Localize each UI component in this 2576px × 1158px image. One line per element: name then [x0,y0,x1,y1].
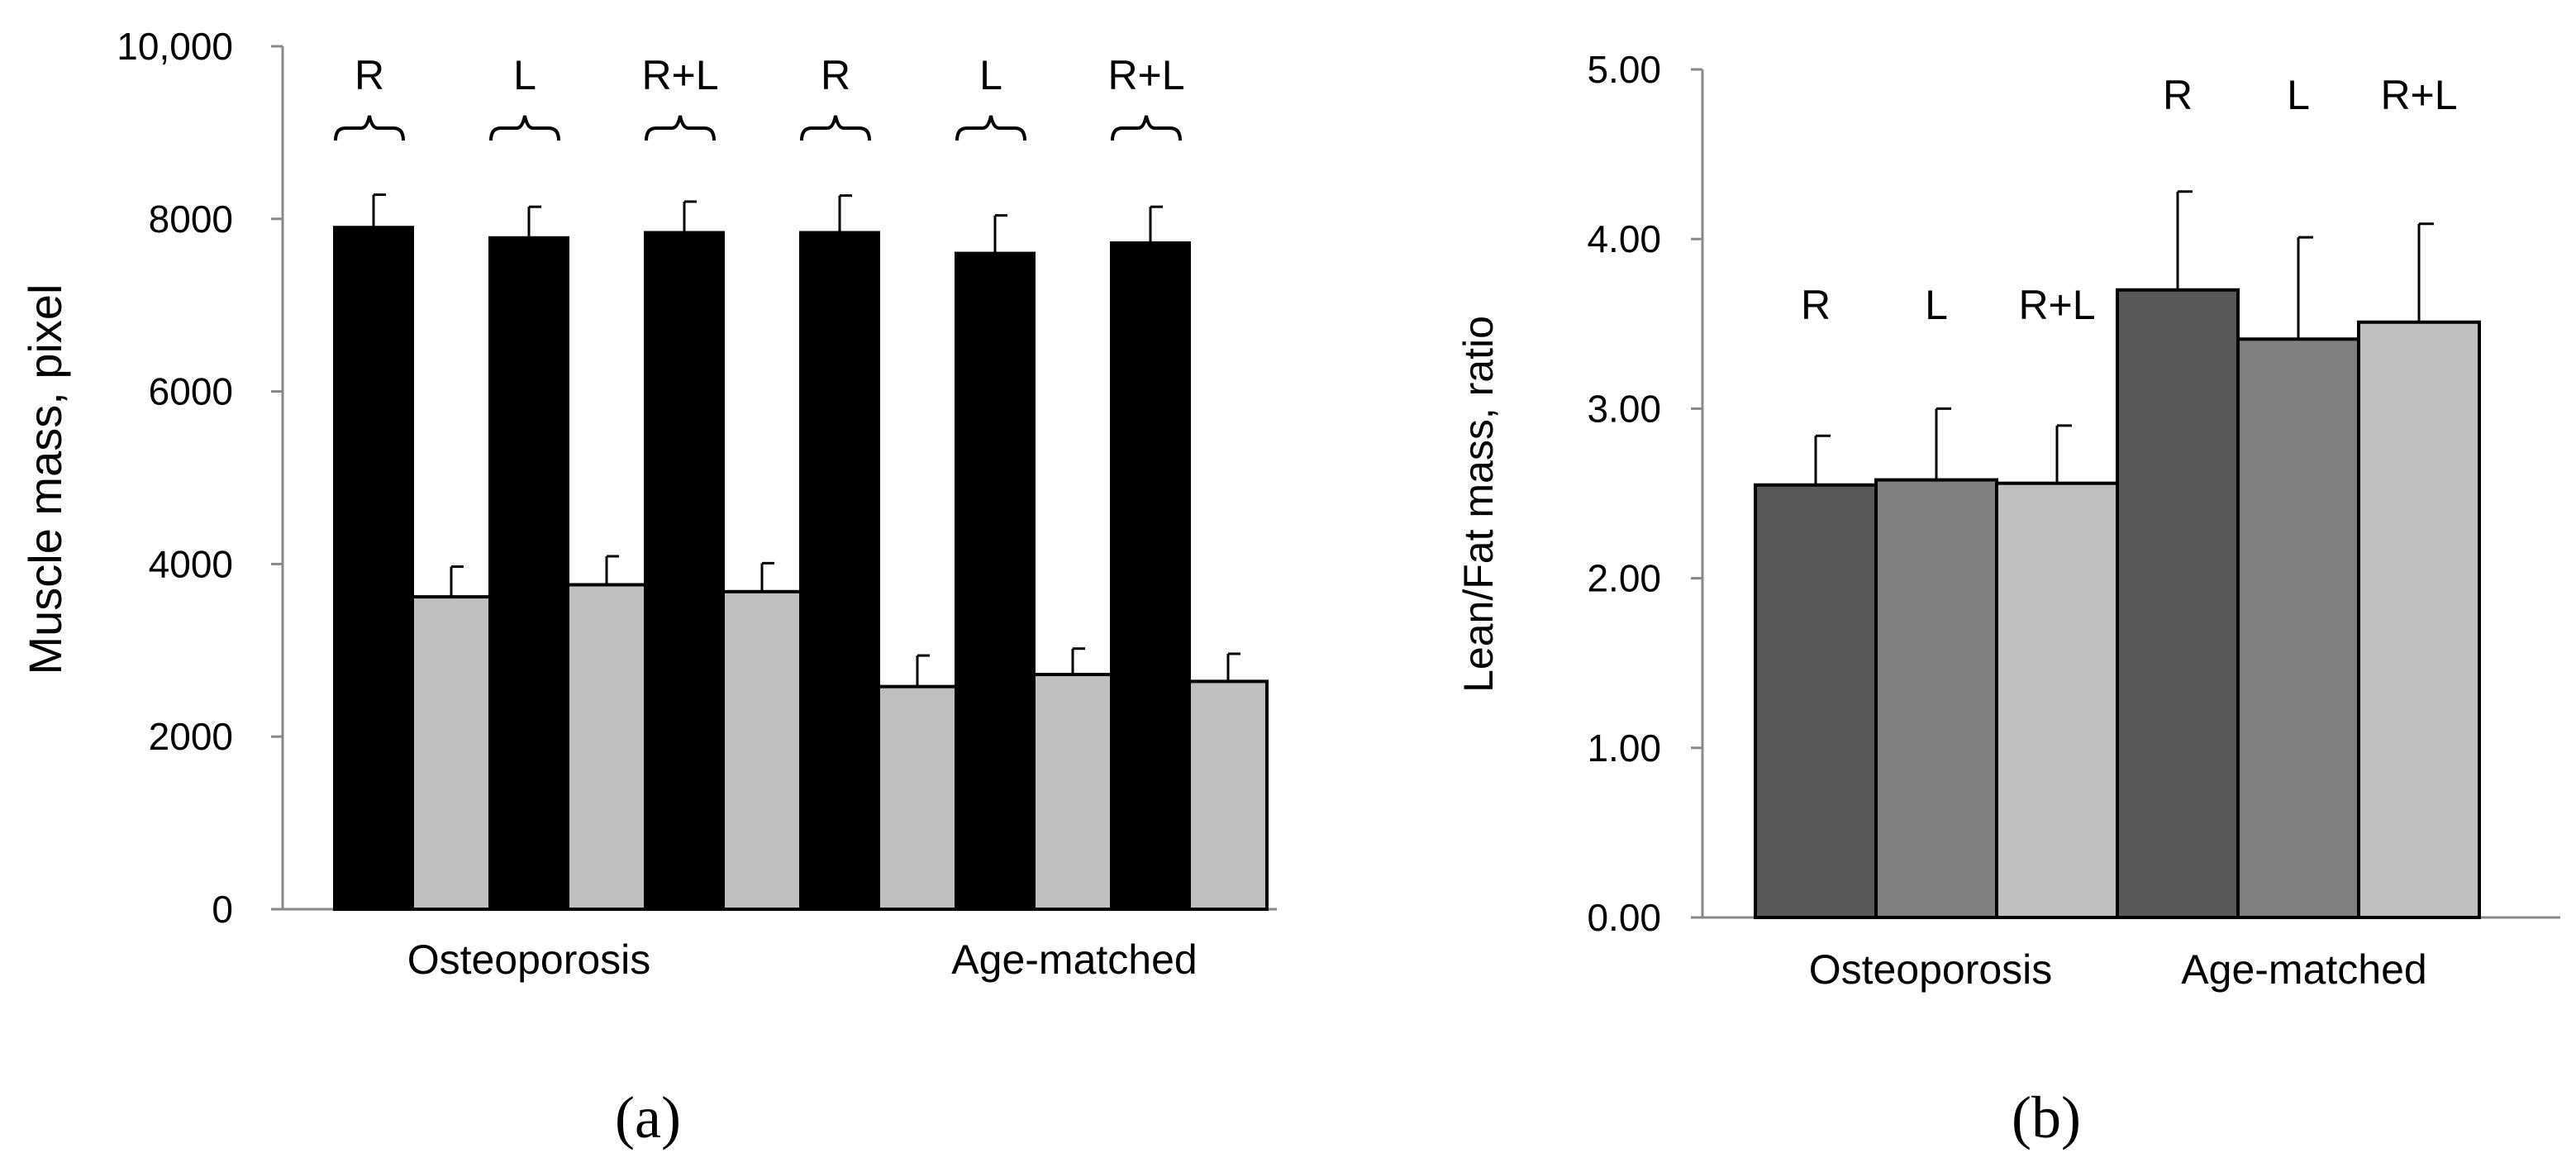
y-tick-label: 0.00 [1587,896,1661,939]
bar [411,595,492,912]
category-label: R+L [2018,282,2095,328]
bar [1874,478,1998,919]
y-tick-label: 4000 [149,542,233,585]
bar [1032,673,1113,911]
category-label: R [821,52,850,98]
bar [799,231,880,911]
group-label: Age-matched [2181,946,2426,993]
y-tick-label: 5.00 [1587,48,1661,91]
bar [721,589,802,911]
bar [333,226,414,911]
category-brace [645,115,716,141]
bar [1110,241,1191,912]
category-label: L [979,52,1002,98]
y-axis-title: Muscle mass, pixel [19,284,71,674]
y-tick-label: 2000 [149,715,233,758]
bar [488,236,569,911]
y-tick-label: 4.00 [1587,217,1661,260]
category-label: L [2287,72,2310,118]
chart-a: 0 2000 4000 6000 8000 10,000 R L R+L R L R+L Osteopo… [19,25,1277,1151]
category-label: R+L [641,52,718,98]
category-brace [955,115,1026,141]
bar [2236,337,2360,919]
group-label: Age-matched [951,936,1197,983]
bar [877,684,958,911]
category-brace [800,115,871,141]
y-tick-label: 6000 [149,370,233,413]
bar [644,231,725,911]
y-tick-label: 0 [212,888,233,931]
y-tick-label: 1.00 [1587,727,1661,770]
panel-label: (a) [615,1084,681,1151]
bar [2116,288,2240,919]
panel-label: (b) [2012,1084,2081,1151]
bar [566,583,647,911]
category-brace [489,115,560,141]
category-brace [334,115,405,141]
category-label: R+L [2380,72,2457,118]
y-tick-label: 10,000 [117,25,233,68]
category-label: L [513,52,536,98]
category-label: L [1925,282,1948,328]
bar [2357,320,2481,919]
group-label: Osteoporosis [407,936,651,983]
y-tick-label: 3.00 [1587,387,1661,430]
bar [1188,679,1269,911]
bar [1754,483,1878,919]
bar [955,251,1036,911]
y-axis-title: Lean/Fat mass, ratio [1455,316,1502,693]
category-label: R [1801,282,1831,328]
group-label: Osteoporosis [1809,946,2053,993]
y-tick-label: 8000 [149,198,233,241]
y-tick-label: 2.00 [1587,557,1661,600]
category-label: R [2163,72,2193,118]
category-label: R+L [1107,52,1184,98]
chart-b: 0.00 1.00 2.00 3.00 4.00 5.00 R L R+L R L R+L Osteop… [1455,48,2560,1151]
category-label: R [355,52,384,98]
category-brace [1111,115,1182,141]
bar [1995,481,2119,919]
